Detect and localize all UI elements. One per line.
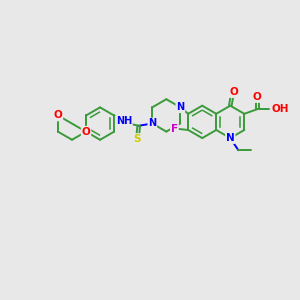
Text: N: N <box>148 118 156 128</box>
Text: O: O <box>230 87 239 97</box>
Text: OH: OH <box>272 104 289 114</box>
Text: N: N <box>226 133 235 143</box>
Text: O: O <box>54 110 62 121</box>
Text: O: O <box>253 92 262 102</box>
Text: F: F <box>171 124 178 134</box>
Text: N: N <box>176 102 184 112</box>
Text: S: S <box>134 134 141 144</box>
Text: NH: NH <box>116 116 132 126</box>
Text: O: O <box>82 127 90 137</box>
